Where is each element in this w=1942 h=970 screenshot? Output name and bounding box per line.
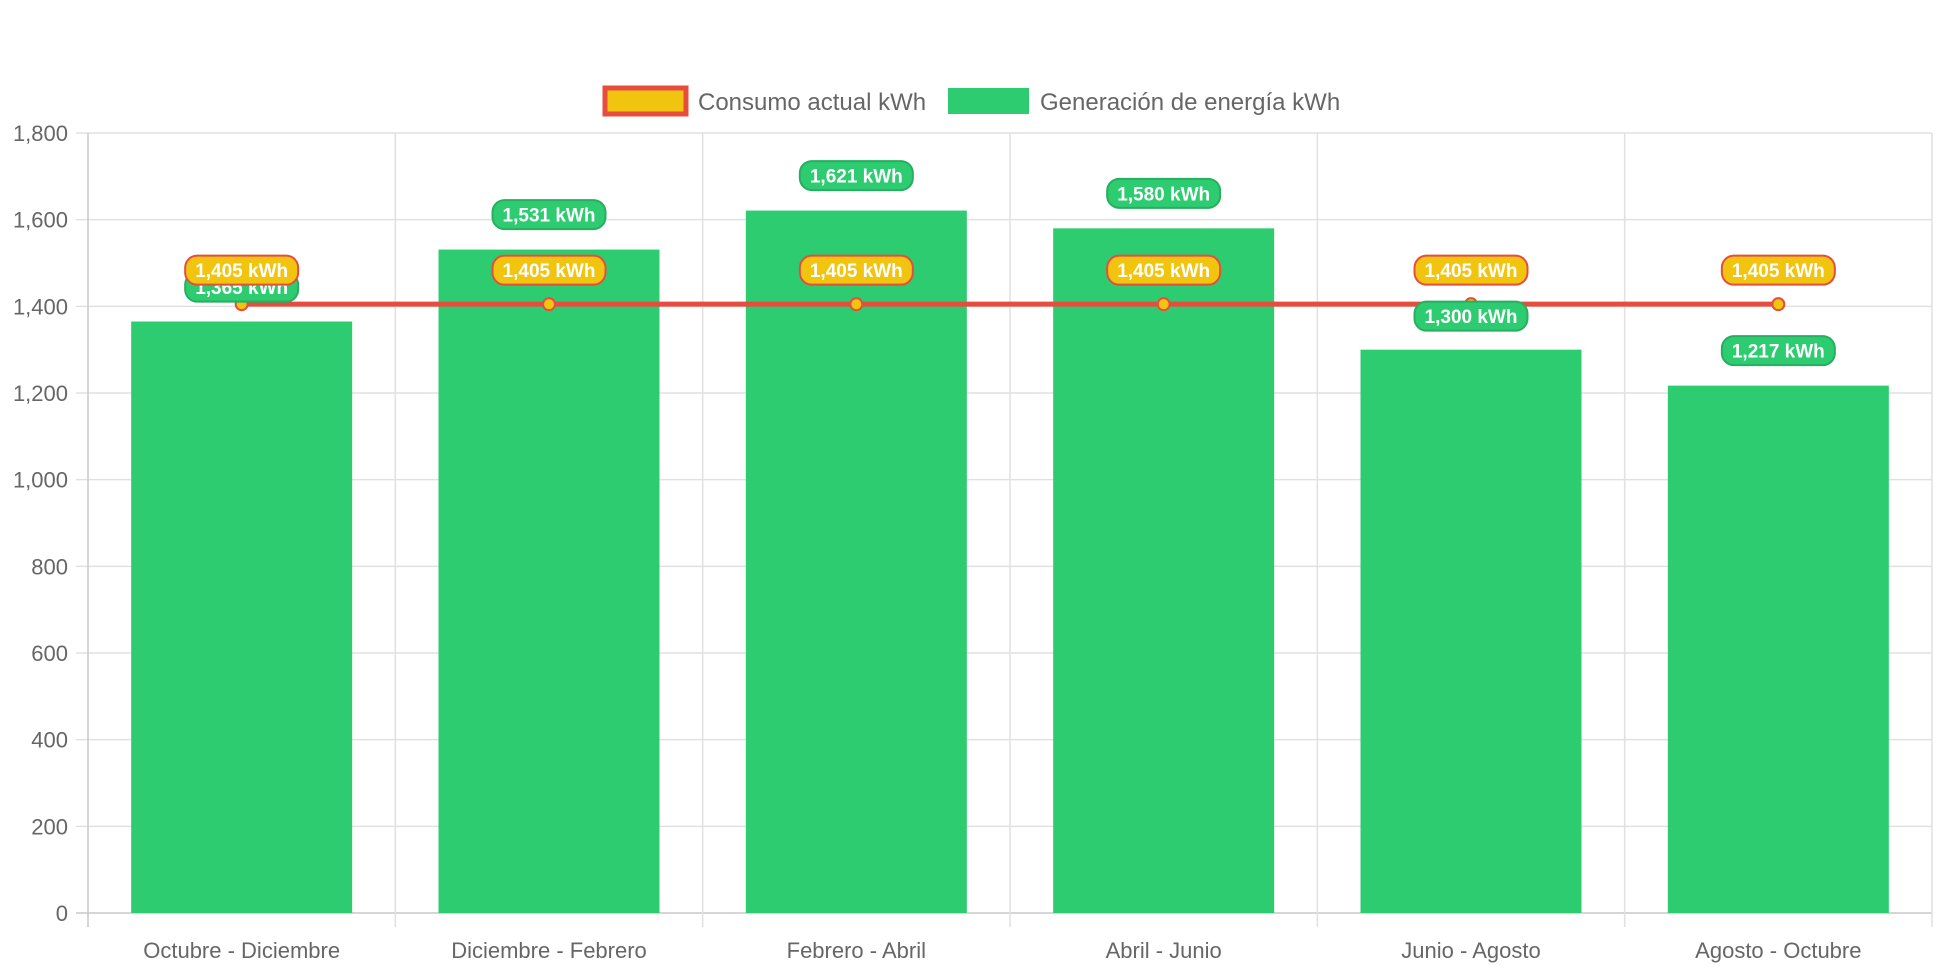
y-tick-label: 200 xyxy=(31,814,68,839)
bar-data-label-text: 1,217 kWh xyxy=(1732,342,1825,363)
y-tick-label: 1,400 xyxy=(13,294,68,319)
bar-data-label: 1,217 kWh xyxy=(1720,335,1836,367)
bar-data-label-bg xyxy=(798,160,914,192)
bar-data-label-text: 1,300 kWh xyxy=(1425,307,1518,328)
consumption-point[interactable] xyxy=(1771,297,1786,312)
x-tick-label: Diciembre - Febrero xyxy=(451,938,647,963)
bar-data-label-text: 1,621 kWh xyxy=(810,167,903,188)
bar-data-label-bg xyxy=(491,199,607,231)
x-tick-label: Agosto - Octubre xyxy=(1695,938,1861,963)
y-tick-label: 1,600 xyxy=(13,208,68,233)
line-data-label: 1,405 kWh xyxy=(184,254,300,286)
generation-bar[interactable] xyxy=(131,321,353,914)
bar-data-label-bg xyxy=(1106,177,1222,209)
line-data-label-text: 1,405 kWh xyxy=(195,261,288,282)
axes: 0 200 400 600 800 1,000 1,200 1,400 1,600 1,800 Oc… xyxy=(13,121,1862,963)
consumption-point[interactable] xyxy=(542,297,556,312)
bar-data-label: 1,580 kWh xyxy=(1106,177,1222,209)
line-data-label: 1,405 kWh xyxy=(491,254,607,286)
line-data-label-bg xyxy=(1106,254,1222,286)
y-tick-label: 1,000 xyxy=(13,468,68,493)
line-data-label: 1,405 kWh xyxy=(1413,254,1529,286)
legend-item-generacion[interactable]: Generación de energía kWh xyxy=(948,88,1340,116)
bar-data-label: 1,300 kWh xyxy=(1413,300,1529,332)
legend-swatch-generacion xyxy=(948,88,1029,114)
x-tick-label: Junio - Agosto xyxy=(1401,938,1540,963)
bar-data-label-bg xyxy=(1720,335,1836,367)
y-tick-label: 0 xyxy=(56,901,68,926)
grid xyxy=(76,132,1933,927)
legend-label-generacion: Generación de energía kWh xyxy=(1040,89,1340,116)
legend-swatch-consumo xyxy=(602,85,689,117)
line-data-label-text: 1,405 kWh xyxy=(810,261,903,282)
line-data-label-bg xyxy=(184,254,300,286)
y-tick-label: 800 xyxy=(31,554,68,579)
consumption-point[interactable] xyxy=(1156,297,1171,312)
bar-data-label-text: 1,580 kWh xyxy=(1117,184,1210,205)
consumption-point[interactable] xyxy=(849,297,864,312)
line-data-label-text: 1,405 kWh xyxy=(1117,261,1210,282)
bar-data-label: 1,531 kWh xyxy=(491,199,607,231)
generation-bar[interactable] xyxy=(1053,228,1275,914)
generation-bar[interactable] xyxy=(745,210,967,914)
generation-bar[interactable] xyxy=(1360,349,1582,914)
line-data-label-bg xyxy=(798,254,914,286)
y-tick-label: 600 xyxy=(31,641,68,666)
bar-data-label-bg xyxy=(1413,300,1529,332)
generation-bar[interactable] xyxy=(438,249,660,914)
line-data-label-bg xyxy=(1720,254,1836,286)
line-data-label-text: 1,405 kWh xyxy=(1425,261,1518,282)
line-data-label: 1,405 kWh xyxy=(1106,254,1222,286)
y-tick-label: 1,800 xyxy=(13,121,68,146)
y-tick-label: 1,200 xyxy=(13,381,68,406)
line-data-label: 1,405 kWh xyxy=(798,254,914,286)
bars xyxy=(131,210,1889,914)
line-data-label-text: 1,405 kWh xyxy=(503,261,596,282)
x-tick-label: Abril - Junio xyxy=(1106,938,1222,963)
legend-item-consumo[interactable]: Consumo actual kWh xyxy=(602,85,926,117)
line-data-label-bg xyxy=(491,254,607,286)
bar-data-label-text: 1,531 kWh xyxy=(503,206,596,227)
legend-label-consumo: Consumo actual kWh xyxy=(698,89,926,116)
x-tick-label: Febrero - Abril xyxy=(787,938,926,963)
line-data-label-bg xyxy=(1413,254,1529,286)
legend: Consumo actual kWh Generación de energía… xyxy=(602,85,1340,117)
line-data-label: 1,405 kWh xyxy=(1720,254,1836,286)
bar-data-label: 1,621 kWh xyxy=(798,160,914,192)
generation-bar[interactable] xyxy=(1667,385,1889,914)
y-tick-label: 400 xyxy=(31,728,68,753)
x-tick-label: Octubre - Diciembre xyxy=(143,938,340,963)
line-data-label-text: 1,405 kWh xyxy=(1732,261,1825,282)
